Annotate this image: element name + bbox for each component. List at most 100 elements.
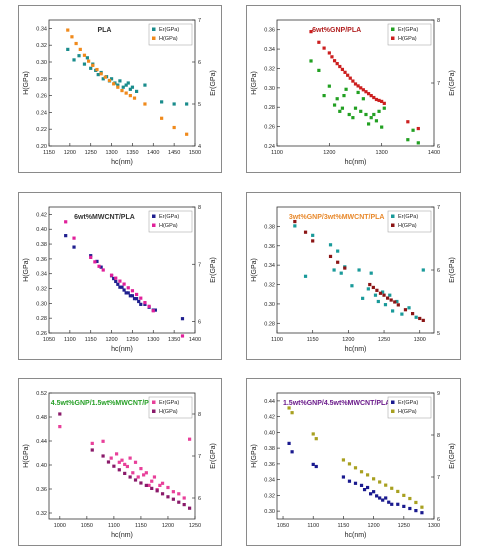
data-point bbox=[376, 299, 380, 304]
y-tick-label: 0.30 bbox=[264, 86, 275, 92]
data-point bbox=[388, 293, 392, 297]
data-point bbox=[166, 485, 170, 490]
data-point bbox=[58, 412, 62, 416]
y2-tick-label: 8 bbox=[198, 205, 201, 211]
x-axis-label: hc(nm) bbox=[345, 346, 367, 353]
chart-title: PLA bbox=[97, 27, 111, 34]
y2-tick-label: 9 bbox=[437, 391, 440, 397]
data-point bbox=[390, 486, 394, 490]
legend-label: H(GPa) bbox=[159, 223, 178, 229]
data-point bbox=[182, 496, 186, 500]
data-point bbox=[116, 83, 120, 87]
data-point bbox=[72, 236, 76, 240]
data-point bbox=[353, 466, 358, 470]
y-tick-label: 0.34 bbox=[264, 263, 275, 269]
data-point bbox=[382, 293, 386, 297]
x-tick-label: 1300 bbox=[105, 150, 117, 156]
data-point bbox=[139, 467, 143, 471]
x-tick-label: 1300 bbox=[414, 337, 426, 343]
legend-box bbox=[148, 396, 193, 419]
legend-label: H(GPa) bbox=[398, 223, 417, 229]
data-point bbox=[137, 299, 141, 304]
data-point bbox=[293, 219, 297, 224]
data-point bbox=[381, 498, 385, 502]
data-point bbox=[416, 126, 420, 131]
y-tick-label: 0.40 bbox=[36, 227, 47, 233]
data-point bbox=[390, 502, 394, 506]
data-point bbox=[112, 276, 116, 281]
data-point bbox=[130, 294, 135, 298]
data-point bbox=[339, 271, 343, 275]
data-point bbox=[343, 70, 347, 74]
data-point bbox=[139, 481, 143, 485]
data-point bbox=[155, 489, 159, 493]
y2-tick-label: 7 bbox=[437, 81, 440, 87]
plot-frame bbox=[48, 19, 196, 147]
y-tick-label: 0.40 bbox=[36, 463, 47, 469]
data-point bbox=[70, 35, 74, 39]
data-point bbox=[142, 473, 146, 477]
y-axis-label: H(GPa) bbox=[23, 444, 30, 468]
x-tick-label: 1300 bbox=[376, 150, 388, 156]
data-point bbox=[359, 470, 364, 474]
data-point bbox=[180, 317, 185, 321]
x-tick-label: 1100 bbox=[307, 523, 319, 529]
data-point bbox=[359, 86, 363, 90]
data-point bbox=[353, 481, 358, 485]
data-point bbox=[378, 291, 383, 295]
x-tick-label: 1100 bbox=[108, 523, 120, 529]
legend-marker bbox=[391, 400, 395, 404]
data-point bbox=[365, 485, 370, 490]
x-tick-label: 1050 bbox=[277, 523, 289, 529]
data-point bbox=[99, 265, 103, 269]
data-point bbox=[182, 503, 186, 507]
data-point bbox=[346, 73, 350, 77]
data-point bbox=[414, 509, 418, 513]
data-point bbox=[114, 452, 119, 456]
data-point bbox=[361, 296, 365, 300]
data-point bbox=[133, 460, 138, 464]
data-point bbox=[366, 122, 371, 126]
x-tick-label: 1400 bbox=[147, 150, 159, 156]
data-point bbox=[171, 490, 175, 494]
data-point bbox=[314, 437, 318, 441]
data-point bbox=[366, 287, 370, 291]
data-point bbox=[347, 462, 352, 466]
data-point bbox=[372, 95, 376, 100]
x-axis-label: hc(nm) bbox=[111, 532, 133, 539]
data-point bbox=[383, 303, 388, 307]
data-point bbox=[121, 85, 125, 89]
y2-tick-label: 6 bbox=[437, 517, 440, 523]
data-point bbox=[66, 47, 70, 51]
y-tick-label: 0.28 bbox=[36, 77, 47, 83]
legend-marker bbox=[152, 400, 156, 404]
data-point bbox=[114, 279, 118, 284]
y2-axis-label: Er(GPa) bbox=[210, 70, 217, 96]
data-point bbox=[118, 79, 122, 83]
data-point bbox=[356, 90, 360, 95]
data-point bbox=[123, 471, 127, 475]
data-point bbox=[109, 456, 113, 460]
data-point bbox=[378, 480, 382, 484]
y2-tick-label: 4 bbox=[198, 144, 201, 150]
data-point bbox=[135, 292, 139, 297]
data-point bbox=[375, 494, 379, 498]
data-point bbox=[414, 500, 418, 505]
data-point bbox=[122, 288, 126, 292]
data-point bbox=[128, 475, 132, 479]
y-tick-label: 0.34 bbox=[264, 478, 275, 484]
y-tick-label: 0.20 bbox=[36, 144, 47, 150]
data-point bbox=[126, 286, 130, 290]
data-point bbox=[130, 85, 135, 89]
data-point bbox=[135, 89, 139, 93]
data-point bbox=[97, 264, 101, 268]
data-point bbox=[150, 486, 154, 490]
data-point bbox=[327, 51, 331, 55]
data-point bbox=[143, 301, 147, 305]
data-point bbox=[357, 268, 361, 272]
y2-axis-label: Er(GPa) bbox=[210, 443, 217, 469]
data-point bbox=[112, 82, 116, 86]
x-tick-label: 1200 bbox=[64, 150, 76, 156]
data-point bbox=[290, 450, 294, 454]
x-axis-label: hc(nm) bbox=[111, 159, 133, 166]
